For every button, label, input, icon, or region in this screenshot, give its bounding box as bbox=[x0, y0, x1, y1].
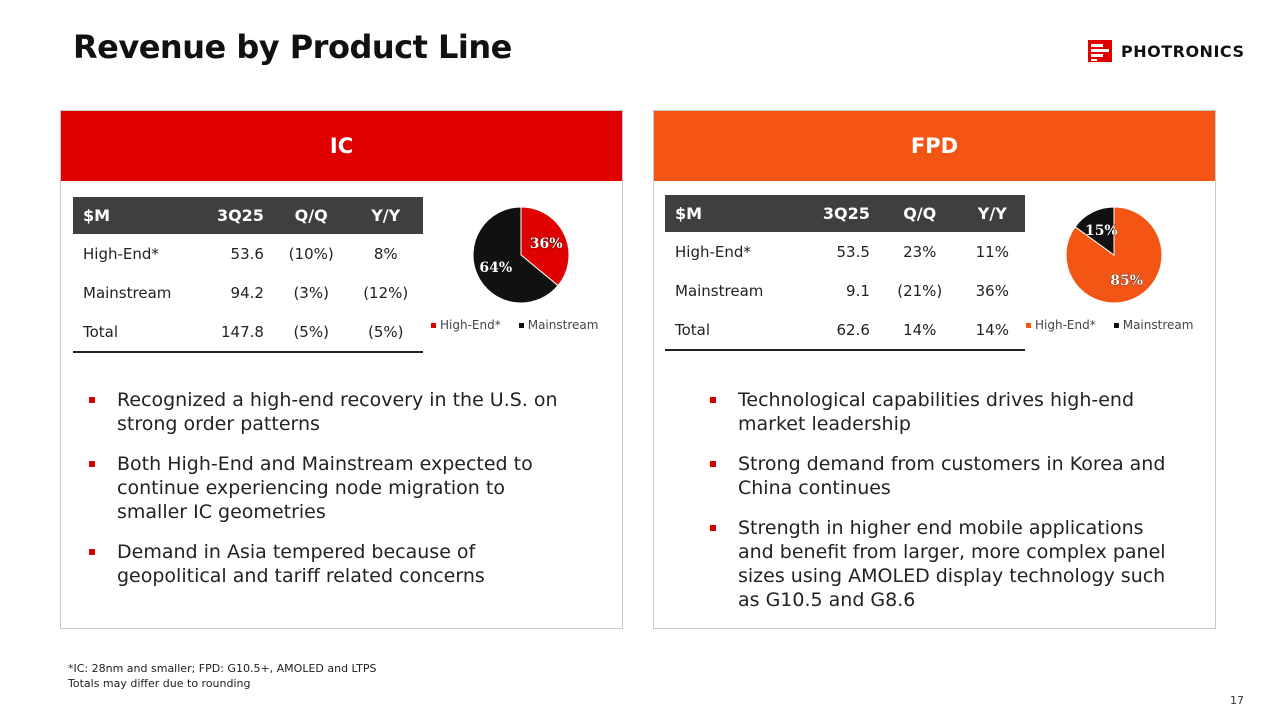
pie-slice-mainstream bbox=[1074, 206, 1115, 256]
table-cell: 14% bbox=[879, 310, 960, 351]
bullet-marker bbox=[89, 397, 95, 403]
table-header-cell: 3Q25 bbox=[197, 197, 274, 234]
table-cell: (21%) bbox=[897, 281, 943, 300]
footnote-line: *IC: 28nm and smaller; FPD: G10.5+, AMOL… bbox=[68, 662, 377, 675]
table-row-total: Total 147.8 (5%) (5%) bbox=[73, 312, 423, 353]
table-cell: 53.6 bbox=[230, 244, 264, 263]
pie-data-label: 15% bbox=[1085, 223, 1118, 239]
table-cell: (12%) bbox=[363, 283, 409, 302]
table-cell: (5%) bbox=[348, 312, 423, 353]
table-cell: 8% bbox=[373, 244, 398, 263]
list-item: Technological capabilities drives high-e… bbox=[710, 388, 1170, 436]
table-cell: (10%) bbox=[288, 244, 334, 263]
table-cell: 9.1 bbox=[846, 281, 870, 300]
fpd-pie-legend: High-End* Mainstream bbox=[1026, 318, 1193, 332]
table-header-cell: Q/Q bbox=[273, 197, 349, 234]
page-title: Revenue by Product Line bbox=[73, 28, 512, 66]
table-cell: (5%) bbox=[273, 312, 349, 353]
legend-item: Mainstream bbox=[518, 318, 599, 332]
list-item: Strength in higher end mobile applicatio… bbox=[710, 516, 1170, 612]
footnote: *IC: 28nm and smaller; FPD: G10.5+, AMOL… bbox=[68, 661, 377, 691]
table-cell: (3%) bbox=[293, 283, 329, 302]
legend-item: High-End* bbox=[1026, 318, 1096, 332]
bullet-text: Technological capabilities drives high-e… bbox=[738, 389, 1135, 435]
table-row: Mainstream 94.2 (3%) (12%) bbox=[73, 273, 423, 312]
legend-swatch bbox=[518, 322, 524, 328]
table-cell: High-End* bbox=[675, 242, 751, 261]
table-cell: Total bbox=[73, 312, 198, 353]
table-row: Mainstream 9.1 (21%) 36% bbox=[665, 271, 1025, 310]
legend-swatch bbox=[431, 322, 436, 328]
legend-label: High-End* bbox=[1035, 318, 1096, 332]
table-header-row: $M 3Q25 Q/Q Y/Y bbox=[665, 195, 1025, 232]
legend-label: High-End* bbox=[440, 318, 501, 332]
legend-label: Mainstream bbox=[527, 318, 599, 332]
ic-panel-header: IC bbox=[61, 111, 622, 181]
table-header-cell: Y/Y bbox=[348, 197, 423, 234]
table-row: High-End* 53.5 23% 11% bbox=[665, 232, 1025, 271]
list-item: Recognized a high-end recovery in the U.… bbox=[89, 388, 569, 436]
table-header-cell: 3Q25 bbox=[797, 195, 880, 232]
page-number: 17 bbox=[1230, 694, 1244, 707]
table-row: High-End* 53.6 (10%) 8% bbox=[73, 234, 423, 273]
legend-item: High-End* bbox=[431, 318, 501, 332]
bullet-marker bbox=[710, 397, 716, 403]
footnote-line: Totals may differ due to rounding bbox=[68, 677, 251, 690]
table-cell: 147.8 bbox=[197, 312, 274, 353]
legend-swatch bbox=[1113, 322, 1119, 328]
bullet-text: Demand in Asia tempered because of geopo… bbox=[117, 541, 485, 587]
table-cell: Total bbox=[665, 310, 798, 351]
fpd-panel: FPD $M 3Q25 Q/Q Y/Y High-End* 53.5 23% 1… bbox=[653, 110, 1216, 629]
bullet-text: Recognized a high-end recovery in the U.… bbox=[117, 389, 558, 435]
fpd-panel-header: FPD bbox=[654, 111, 1215, 181]
table-header-cell: $M bbox=[73, 197, 198, 234]
ic-panel: IC $M 3Q25 Q/Q Y/Y High-End* 53.6 (10%) … bbox=[60, 110, 623, 629]
bullet-text: Strong demand from customers in Korea an… bbox=[738, 453, 1166, 499]
table-header-cell: Y/Y bbox=[959, 195, 1025, 232]
ic-pie-chart: 36% 64% bbox=[472, 206, 570, 304]
table-cell: 14% bbox=[959, 310, 1025, 351]
bullet-text: Strength in higher end mobile applicatio… bbox=[738, 517, 1166, 611]
table-cell: 23% bbox=[903, 242, 937, 261]
fpd-pie-chart: 85% 15% bbox=[1065, 206, 1163, 304]
pie-data-label: 36% bbox=[530, 236, 563, 252]
pie-slice-high-end bbox=[520, 206, 570, 287]
photronics-logo-icon bbox=[1088, 40, 1112, 62]
fpd-revenue-table: $M 3Q25 Q/Q Y/Y High-End* 53.5 23% 11% M… bbox=[665, 195, 1025, 351]
fpd-bullet-list: Technological capabilities drives high-e… bbox=[710, 388, 1170, 628]
table-cell: High-End* bbox=[83, 244, 159, 263]
list-item: Both High-End and Mainstream expected to… bbox=[89, 452, 569, 524]
table-header-cell: Q/Q bbox=[879, 195, 960, 232]
pie-slice-mainstream bbox=[472, 206, 559, 304]
table-header-cell: $M bbox=[665, 195, 798, 232]
bullet-text: Both High-End and Mainstream expected to… bbox=[117, 453, 533, 523]
bullet-marker bbox=[89, 461, 95, 467]
legend-swatch bbox=[1026, 322, 1031, 328]
table-header-row: $M 3Q25 Q/Q Y/Y bbox=[73, 197, 423, 234]
legend-item: Mainstream bbox=[1113, 318, 1194, 332]
ic-bullet-list: Recognized a high-end recovery in the U.… bbox=[89, 388, 569, 604]
table-cell: 36% bbox=[975, 281, 1009, 300]
bullet-marker bbox=[710, 461, 716, 467]
table-cell: 11% bbox=[975, 242, 1009, 261]
pie-data-label: 85% bbox=[1110, 273, 1143, 289]
bullet-marker bbox=[710, 525, 716, 531]
ic-pie-legend: High-End* Mainstream bbox=[431, 318, 598, 332]
list-item: Strong demand from customers in Korea an… bbox=[710, 452, 1170, 500]
table-cell: Mainstream bbox=[83, 283, 172, 302]
legend-label: Mainstream bbox=[1122, 318, 1194, 332]
ic-revenue-table: $M 3Q25 Q/Q Y/Y High-End* 53.6 (10%) 8% … bbox=[73, 197, 423, 353]
table-cell: 53.5 bbox=[836, 242, 870, 261]
brand-logo: PHOTRONICS bbox=[1088, 40, 1244, 62]
list-item: Demand in Asia tempered because of geopo… bbox=[89, 540, 569, 588]
table-cell: 62.6 bbox=[797, 310, 880, 351]
table-row-total: Total 62.6 14% 14% bbox=[665, 310, 1025, 351]
table-cell: 94.2 bbox=[230, 283, 264, 302]
pie-data-label: 64% bbox=[479, 260, 512, 276]
bullet-marker bbox=[89, 549, 95, 555]
brand-name: PHOTRONICS bbox=[1121, 41, 1245, 61]
table-cell: Mainstream bbox=[675, 281, 764, 300]
